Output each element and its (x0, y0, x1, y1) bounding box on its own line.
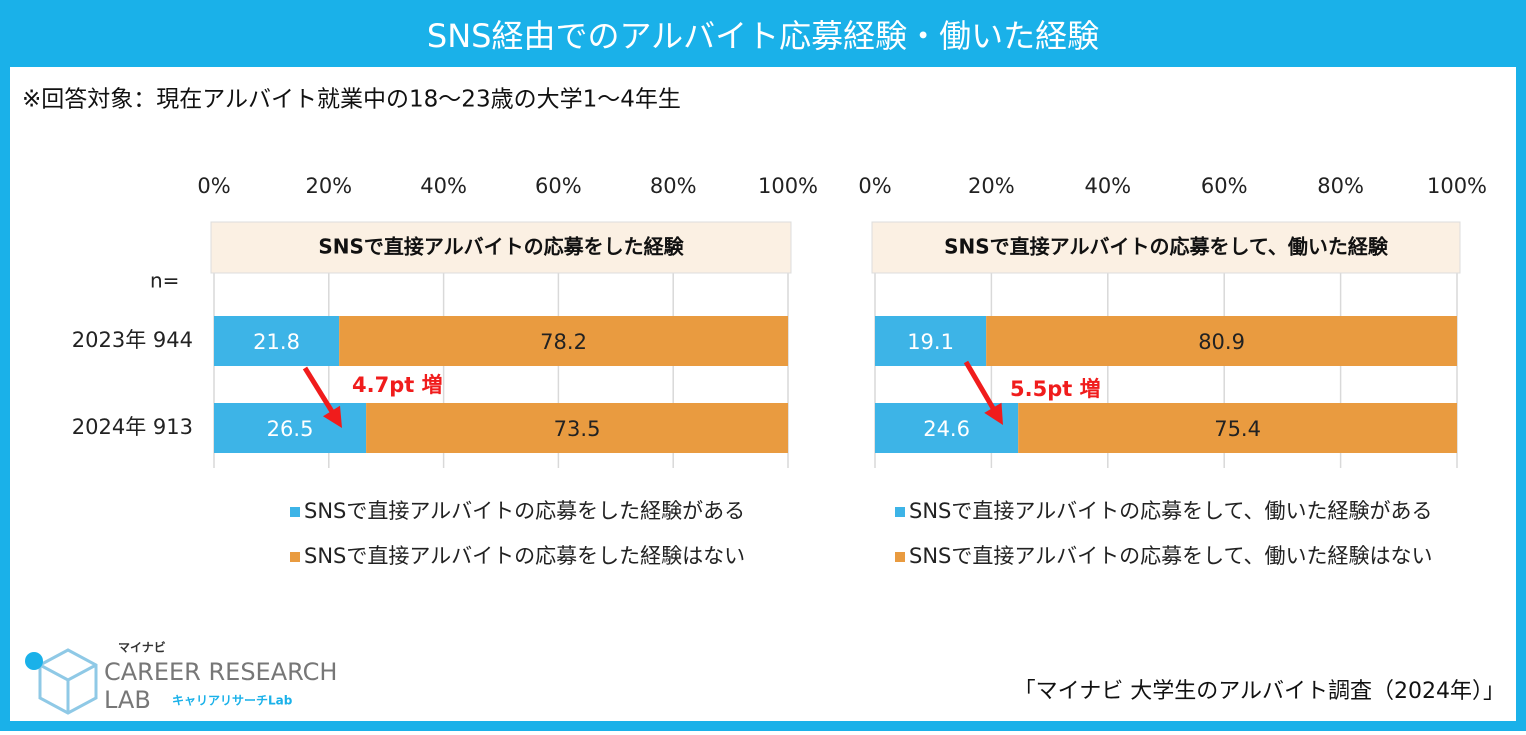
logo-line2: LAB (104, 686, 151, 714)
legend-label: SNSで直接アルバイトの応募をした経験はない (304, 544, 745, 568)
n-label: n= (150, 269, 179, 293)
arrow-shaft (963, 360, 1000, 417)
logo: マイナビ CAREER RESEARCH LAB キャリアリサーチLab (25, 640, 337, 715)
logo-line1: CAREER RESEARCH (104, 658, 337, 686)
title: SNS経由でのアルバイト応募経験・働いた経験 (427, 17, 1099, 55)
arrow-head (322, 405, 342, 428)
logo-cube (38, 648, 98, 715)
value-label: 19.1 (907, 330, 954, 354)
bar-segment (214, 403, 367, 453)
value-label: 73.5 (554, 417, 601, 441)
logo-sub: キャリアリサーチLab (172, 694, 293, 708)
bar-segment (1018, 403, 1457, 453)
value-label: 80.9 (1198, 330, 1245, 354)
x-tick-label: 20% (968, 174, 1015, 198)
subtitle: ※回答対象：現在アルバイト就業中の18～23歳の大学1～4年生 (22, 87, 681, 113)
x-tick-label: 100% (1427, 174, 1487, 198)
title-bar (5, 5, 1521, 67)
legend-swatch (895, 507, 905, 517)
legend-label: SNSで直接アルバイトの応募をした経験がある (304, 499, 745, 523)
bar-segment (875, 316, 987, 366)
bar-segment (214, 316, 340, 366)
value-label: 24.6 (923, 417, 970, 441)
value-label: 21.8 (253, 330, 300, 354)
panel-title: SNSで直接アルバイトの応募をして、働いた経験 (944, 235, 1389, 259)
x-tick-label: 60% (1201, 174, 1248, 198)
panel-header (210, 221, 792, 274)
bar-segment (986, 316, 1457, 366)
x-tick-label: 40% (1084, 174, 1131, 198)
x-tick-label: 0% (197, 174, 230, 198)
x-tick-label: 60% (535, 174, 582, 198)
annotation: 5.5pt 増 (1010, 377, 1101, 401)
value-label: 26.5 (267, 417, 314, 441)
source: 「マイナビ 大学生のアルバイト調査（2024年）」 (1014, 679, 1505, 704)
panel-header (871, 221, 1461, 274)
legend-label: SNSで直接アルバイトの応募をして、働いた経験がある (909, 499, 1432, 523)
x-tick-label: 40% (420, 174, 467, 198)
legend-swatch (895, 552, 905, 562)
x-tick-label: 80% (1317, 174, 1364, 198)
x-tick-label: 0% (858, 174, 891, 198)
logo-dot (25, 652, 43, 670)
value-label: 78.2 (540, 330, 587, 354)
bar-segment (366, 403, 788, 453)
arrow-shaft (302, 366, 339, 420)
legend-swatch (290, 552, 300, 562)
arrow-head (984, 402, 1003, 425)
legend-swatch (290, 507, 300, 517)
x-tick-label: 20% (305, 174, 352, 198)
row-label: 2023年 944 (72, 328, 193, 352)
value-label: 75.4 (1214, 417, 1261, 441)
legend-label: SNSで直接アルバイトの応募をして、働いた経験はない (909, 544, 1432, 568)
logo-brand: マイナビ (118, 640, 166, 655)
annotation: 4.7pt 増 (352, 373, 443, 397)
row-label: 2024年 913 (72, 415, 193, 439)
bar-segment (339, 316, 788, 366)
x-tick-label: 100% (758, 174, 818, 198)
x-tick-label: 80% (650, 174, 697, 198)
panel-title: SNSで直接アルバイトの応募をした経験 (318, 235, 684, 259)
